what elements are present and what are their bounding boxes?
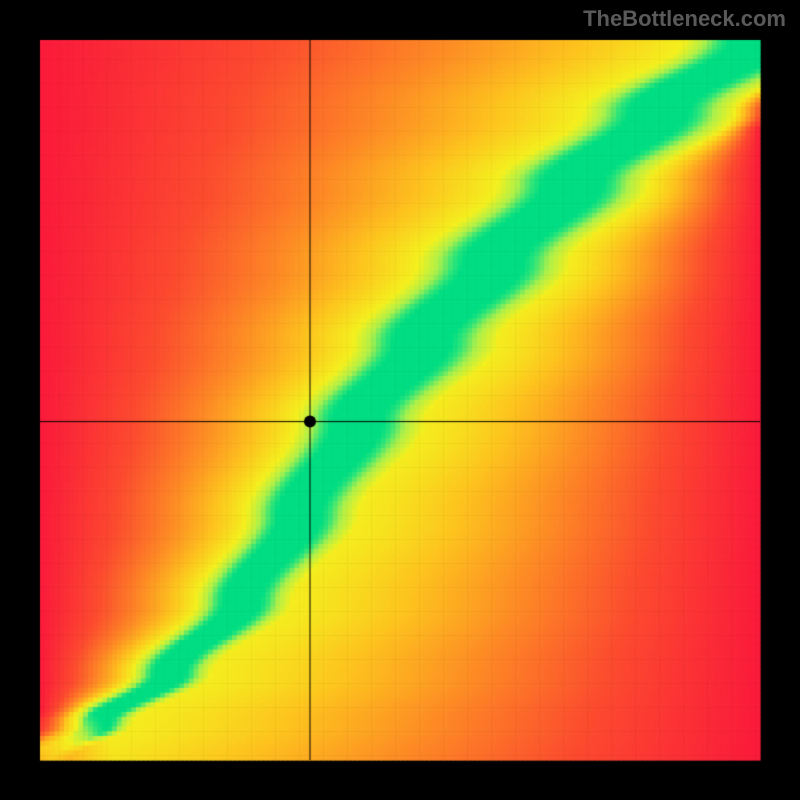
chart-container: { "meta": { "watermark": "TheBottleneck.… bbox=[0, 0, 800, 800]
bottleneck-heatmap bbox=[0, 0, 800, 800]
